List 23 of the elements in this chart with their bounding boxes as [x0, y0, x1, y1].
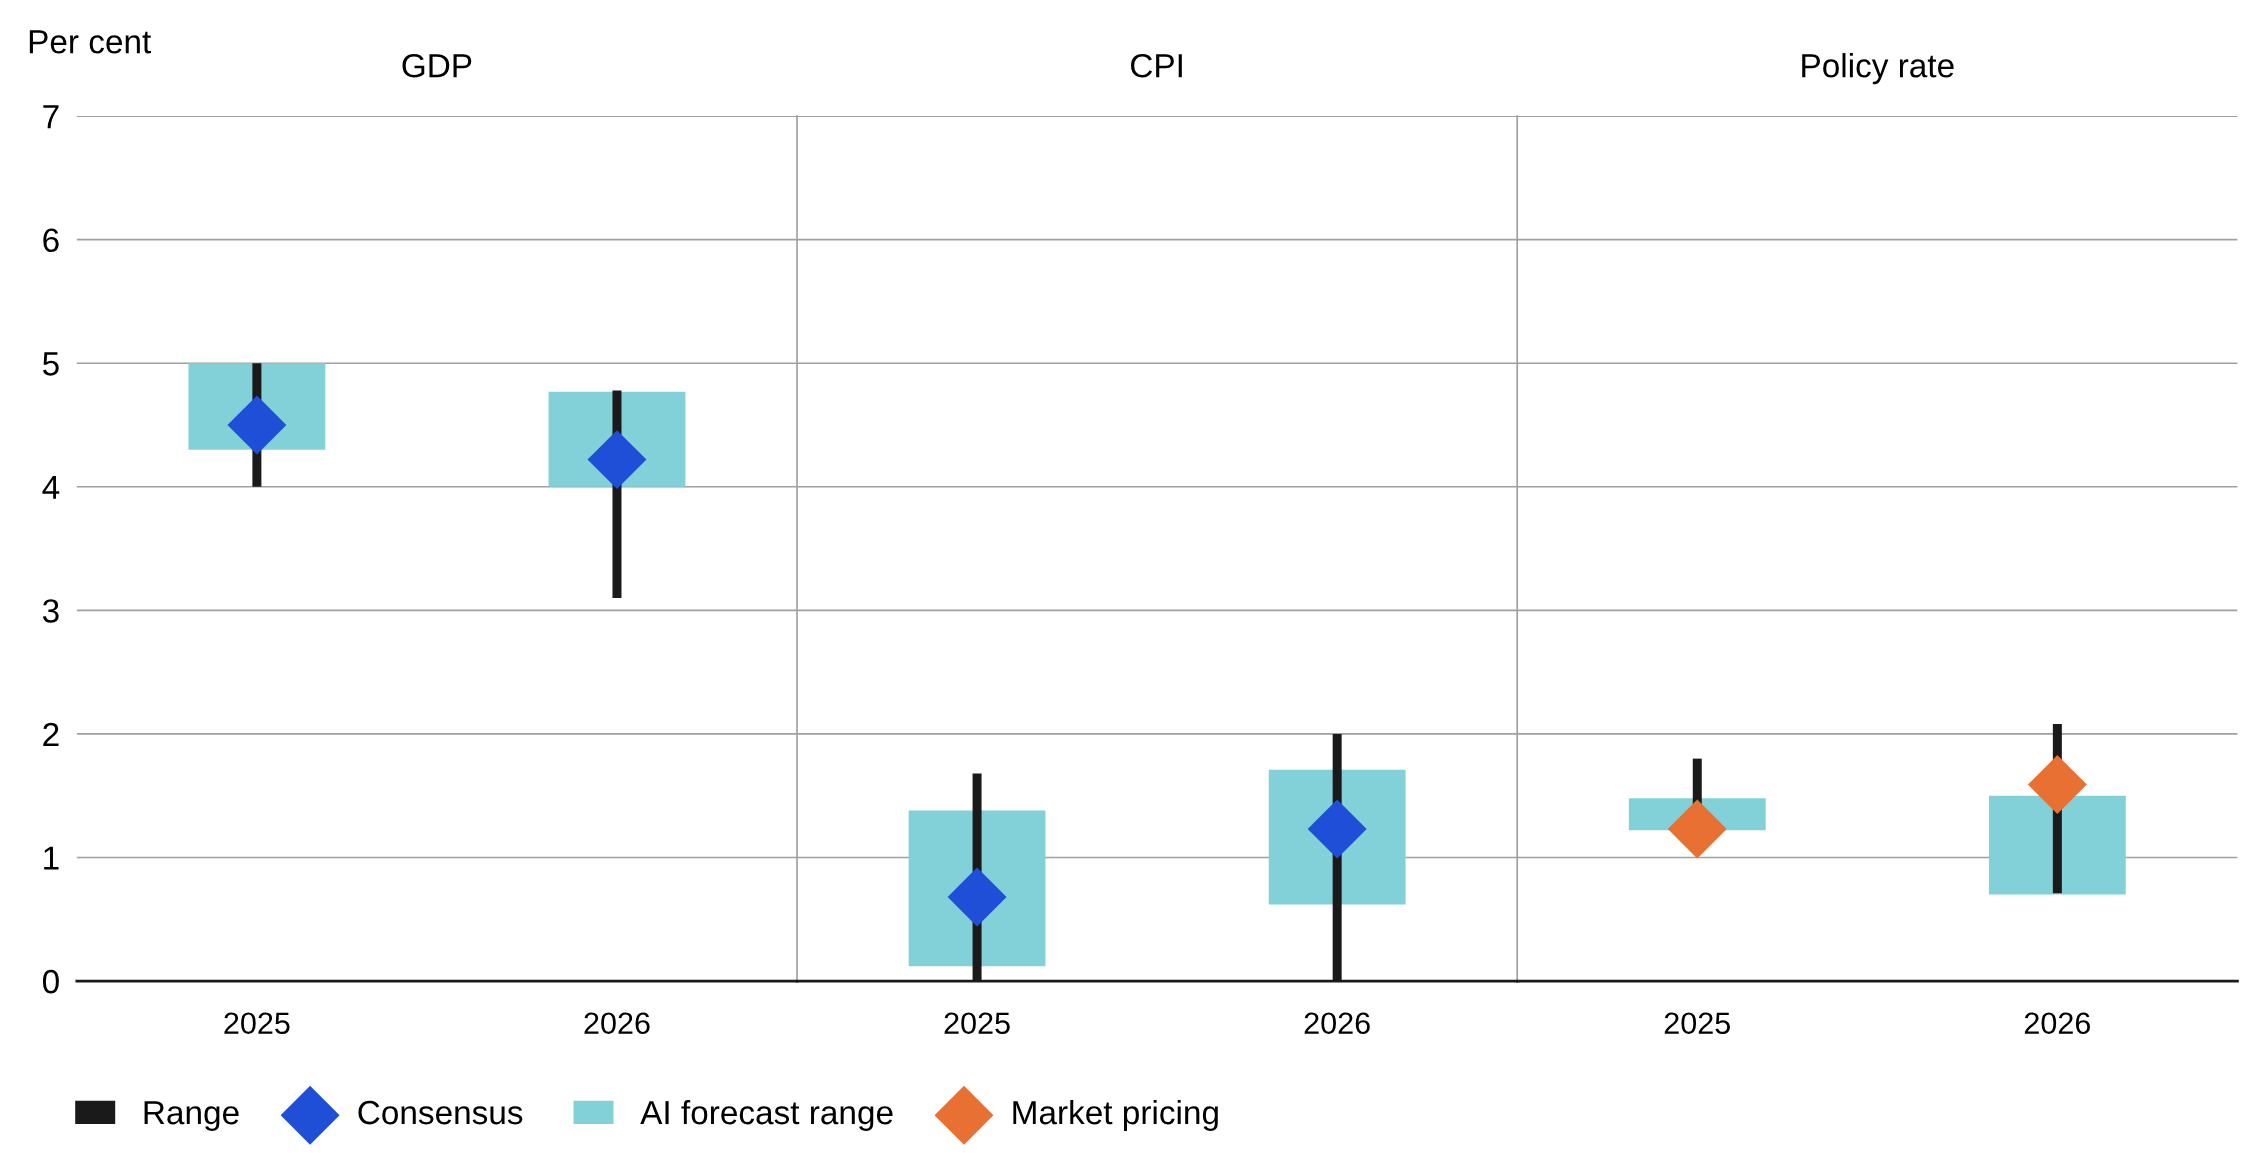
- y-tick-label: 3: [42, 599, 59, 623]
- y-tick-label: 6: [43, 228, 59, 253]
- x-tick-label: 2026: [584, 1012, 650, 1035]
- legend-label: Range: [144, 1101, 239, 1131]
- x-tick-label: 2025: [1664, 1012, 1730, 1035]
- legend-label: Market pricing: [1013, 1099, 1218, 1131]
- chart-title: GDP: [402, 53, 472, 78]
- y-tick-label: 5: [42, 352, 59, 376]
- x-tick-label: 2026: [1304, 1012, 1370, 1035]
- chart-title: CPI: [1131, 53, 1182, 78]
- bar: [1988, 795, 2126, 895]
- x-tick-label: 2025: [944, 1012, 1010, 1035]
- x-tick-label: 2026: [2024, 1012, 2090, 1035]
- y-tick-label: 0: [42, 969, 59, 994]
- y-tick-label: 4: [42, 475, 60, 499]
- y-tick-label: 7: [43, 105, 59, 129]
- legend-label: AI forecast range: [640, 1099, 893, 1131]
- y-tick-label: 2: [43, 722, 59, 746]
- y-tick-label: 1: [44, 846, 59, 870]
- y-axis-title: Per cent: [29, 30, 152, 54]
- legend-label: Consensus: [358, 1100, 523, 1125]
- x-tick-label: 2025: [224, 1012, 290, 1035]
- chart-title: Policy rate: [1802, 53, 1954, 85]
